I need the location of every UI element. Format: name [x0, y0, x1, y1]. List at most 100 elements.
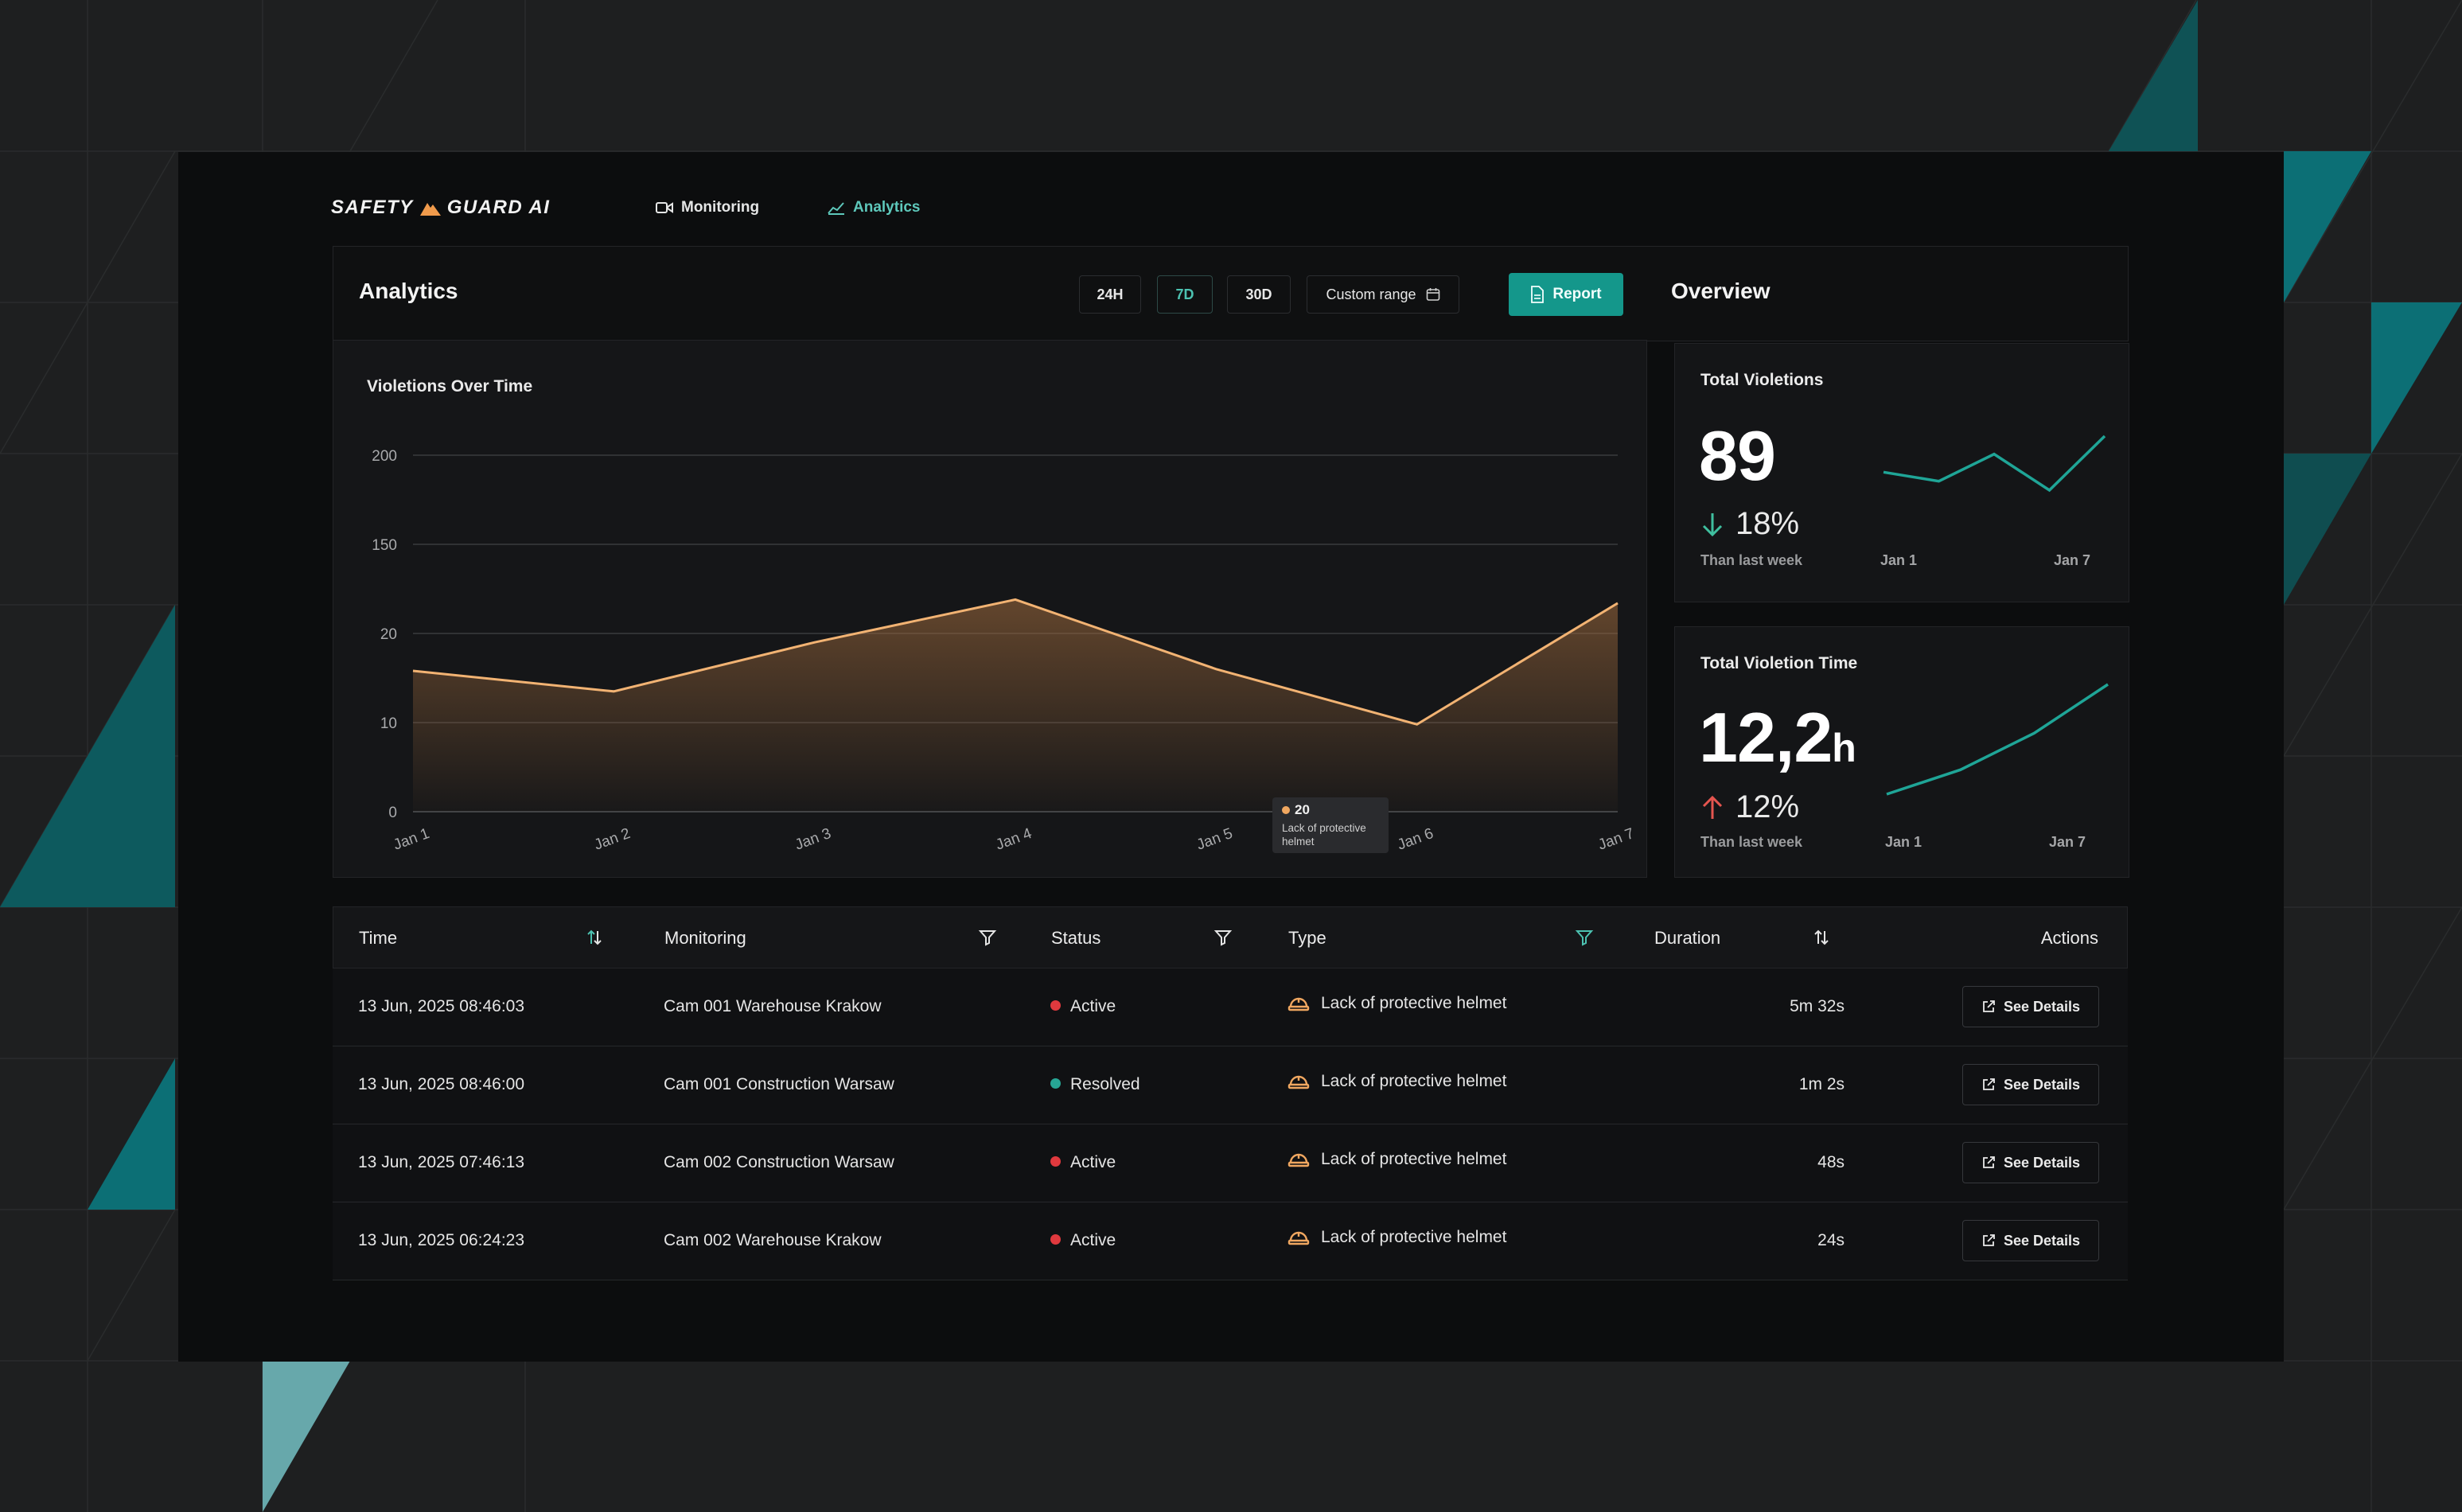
total-time-sparkline	[1886, 683, 2109, 796]
y-tick-label: 200	[372, 448, 397, 465]
tooltip-dot	[1282, 806, 1290, 814]
total-time-unit: h	[1832, 726, 1856, 770]
sort-icon[interactable]	[585, 928, 604, 947]
status-label: Active	[1070, 997, 1116, 1015]
range-24h-button[interactable]: 24H	[1079, 275, 1141, 314]
helmet-icon	[1287, 997, 1310, 1011]
report-button[interactable]: Report	[1509, 273, 1623, 316]
see-details-button[interactable]: See Details	[1962, 1142, 2099, 1183]
external-link-icon	[1983, 1156, 1995, 1168]
external-link-icon	[1983, 1000, 1995, 1012]
type-label: Lack of protective helmet	[1321, 1228, 1507, 1246]
cell-time: 13 Jun, 2025 08:46:03	[358, 997, 525, 1015]
status-label: Resolved	[1070, 1075, 1140, 1093]
total-violations-change: 18%	[1700, 506, 1799, 542]
table-header: Time Monitoring Status Type Duration Act…	[333, 906, 2128, 968]
total-time-title: Total Violetion Time	[1700, 654, 1858, 672]
range-30d-button[interactable]: 30D	[1227, 275, 1291, 314]
external-link-icon	[1983, 1078, 1995, 1090]
spark2-start-label: Jan 1	[1885, 834, 1922, 850]
total-time-change: 12%	[1700, 789, 1799, 825]
cell-duration: 1m 2s	[1798, 1075, 1845, 1093]
total-time-change-value: 12%	[1735, 789, 1800, 824]
violations-area-chart: 0 10 20 150 200 Jan 1 Jan 2 Jan 3 Jan 4 Jan 5 Jan …	[372, 448, 1637, 854]
arrow-up-icon	[1702, 795, 1723, 819]
header-duration: Duration	[1654, 928, 1721, 948]
x-tick-label: Jan 5	[1194, 825, 1235, 854]
cell-duration: 48s	[1817, 1153, 1845, 1171]
total-violations-change-value: 18%	[1735, 506, 1800, 541]
brand-logo[interactable]: SAFETY GUARD AI	[331, 192, 550, 224]
nav-monitoring[interactable]: Monitoring	[656, 193, 759, 222]
y-tick-label: 20	[380, 626, 397, 643]
custom-range-button[interactable]: Custom range	[1307, 275, 1459, 314]
header-actions: Actions	[2040, 928, 2098, 948]
report-label: Report	[1552, 286, 1602, 302]
status-dot	[1050, 1078, 1061, 1089]
cell-time: 13 Jun, 2025 06:24:23	[358, 1231, 525, 1249]
y-tick-label: 0	[388, 805, 397, 821]
table-row: 13 Jun, 2025 08:46:00 Cam 001 Constructi…	[333, 1046, 2128, 1124]
cell-monitoring: Cam 001 Warehouse Krakow	[664, 997, 882, 1015]
status-dot	[1050, 1156, 1061, 1167]
total-violations-title: Total Violetions	[1700, 371, 1824, 389]
y-tick-label: 10	[380, 715, 397, 732]
see-details-label: See Details	[2003, 1232, 2081, 1249]
app-window: SAFETY GUARD AI Monitoring Analytics Ana…	[178, 152, 2284, 1362]
total-violations-caption: Than last week	[1700, 552, 1803, 568]
status-label: Active	[1070, 1231, 1116, 1249]
x-tick-label: Jan 4	[994, 825, 1034, 854]
see-details-label: See Details	[2003, 1076, 2081, 1093]
cell-monitoring: Cam 002 Warehouse Krakow	[664, 1231, 882, 1249]
area-fill	[413, 599, 1618, 812]
see-details-label: See Details	[2003, 998, 2081, 1015]
nav-analytics-label: Analytics	[853, 199, 921, 216]
total-time-value: 12,2	[1699, 698, 1833, 777]
table-row: 13 Jun, 2025 07:46:13 Cam 002 Constructi…	[333, 1124, 2128, 1202]
cell-type: Lack of protective helmet	[1287, 1150, 1506, 1169]
brand-name-right: GUARD AI	[446, 197, 551, 218]
helmet-icon	[1287, 1153, 1310, 1167]
range-7d-button[interactable]: 7D	[1157, 275, 1213, 314]
total-time-caption: Than last week	[1700, 834, 1803, 850]
tooltip-value: 20	[1295, 802, 1310, 817]
overview-title: Overview	[1671, 279, 1771, 303]
x-tick-label: Jan 1	[392, 825, 432, 854]
see-details-button[interactable]: See Details	[1962, 1064, 2099, 1105]
chart-tooltip: 20 Lack of protective helmet	[1272, 797, 1389, 853]
cell-monitoring: Cam 001 Construction Warsaw	[664, 1075, 894, 1093]
cell-type: Lack of protective helmet	[1287, 1228, 1506, 1247]
table-row: 13 Jun, 2025 08:46:03 Cam 001 Warehouse …	[333, 968, 2128, 1046]
document-icon	[1531, 286, 1545, 303]
helmet-icon	[1287, 1231, 1310, 1245]
type-label: Lack of protective helmet	[1321, 994, 1507, 1012]
nav-analytics[interactable]: Analytics	[828, 193, 920, 222]
filter-icon[interactable]	[1213, 928, 1233, 947]
chart-title: Violetions Over Time	[367, 377, 533, 396]
chart-icon	[828, 202, 844, 215]
sort-icon[interactable]	[1812, 928, 1831, 947]
total-violations-sparkline	[1883, 435, 2106, 493]
x-tick-label: Jan 6	[1395, 825, 1436, 854]
spark1-start-label: Jan 1	[1880, 552, 1918, 568]
status-dot	[1050, 1000, 1061, 1011]
filter-icon[interactable]	[1575, 928, 1594, 947]
header-type: Type	[1288, 928, 1326, 948]
cell-duration: 24s	[1817, 1231, 1845, 1249]
cell-type: Lack of protective helmet	[1287, 1072, 1506, 1091]
filter-icon[interactable]	[978, 928, 997, 947]
x-tick-label: Jan 7	[1596, 825, 1637, 854]
nav-monitoring-label: Monitoring	[681, 199, 760, 216]
brand-name-left: SAFETY	[331, 197, 414, 218]
see-details-button[interactable]: See Details	[1962, 986, 2099, 1027]
type-label: Lack of protective helmet	[1321, 1150, 1507, 1168]
calendar-icon	[1426, 288, 1439, 301]
cell-time: 13 Jun, 2025 08:46:00	[358, 1075, 525, 1093]
see-details-button[interactable]: See Details	[1962, 1220, 2099, 1261]
sparkline-path	[1886, 683, 2109, 796]
brand-mountain-icon	[419, 203, 441, 216]
tooltip-value-row: 20	[1282, 802, 1310, 818]
arrow-down-icon	[1702, 512, 1723, 536]
total-time-value-wrap: 12,2h	[1699, 697, 1856, 778]
cell-status: Resolved	[1050, 1075, 1140, 1094]
